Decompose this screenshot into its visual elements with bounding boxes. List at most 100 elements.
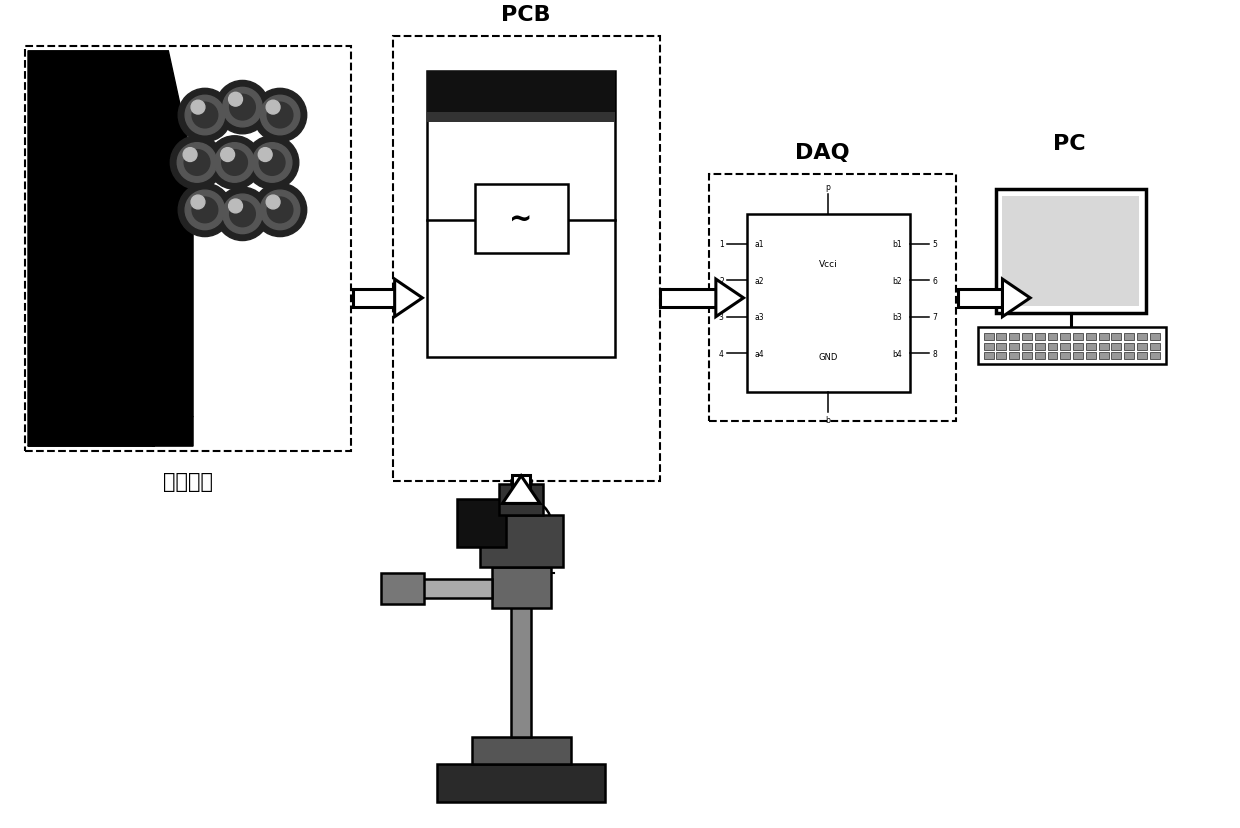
- Circle shape: [221, 148, 234, 162]
- Circle shape: [260, 96, 300, 136]
- Circle shape: [177, 143, 217, 183]
- Circle shape: [215, 143, 254, 183]
- Bar: [997, 334, 1007, 341]
- Bar: [1099, 353, 1109, 359]
- Bar: [983, 353, 993, 359]
- Polygon shape: [1002, 280, 1030, 317]
- Circle shape: [179, 89, 232, 142]
- Bar: [1035, 353, 1044, 359]
- Bar: [456, 500, 506, 547]
- Text: GND: GND: [818, 352, 838, 361]
- Bar: [184, 51, 346, 446]
- Circle shape: [184, 148, 197, 162]
- Circle shape: [516, 516, 536, 536]
- Text: Vcci: Vcci: [818, 260, 837, 269]
- Bar: [746, 214, 910, 392]
- Bar: [1149, 344, 1159, 350]
- Bar: [1002, 197, 1138, 306]
- Bar: [1086, 344, 1096, 350]
- Text: 棒束通道: 棒束通道: [164, 471, 213, 491]
- Circle shape: [267, 103, 293, 128]
- Circle shape: [253, 89, 306, 142]
- Polygon shape: [1033, 331, 1109, 347]
- Bar: [500, 484, 543, 516]
- Bar: [1035, 334, 1044, 341]
- Circle shape: [185, 151, 210, 176]
- Text: 8: 8: [932, 349, 937, 359]
- Text: ~: ~: [510, 205, 533, 233]
- Text: p: p: [826, 183, 831, 192]
- Bar: [996, 190, 1146, 313]
- Bar: [1125, 344, 1135, 350]
- Bar: [1073, 344, 1083, 350]
- Text: b2: b2: [892, 277, 901, 285]
- Circle shape: [258, 148, 272, 162]
- Text: 3: 3: [719, 313, 724, 322]
- Bar: [1048, 353, 1058, 359]
- Circle shape: [229, 95, 255, 121]
- Bar: [25, 47, 351, 451]
- Bar: [1086, 353, 1096, 359]
- Text: DAQ: DAQ: [795, 143, 849, 163]
- Circle shape: [191, 101, 205, 115]
- Bar: [512, 475, 529, 503]
- Text: 4: 4: [719, 349, 724, 359]
- Bar: [1149, 353, 1159, 359]
- Text: 5: 5: [932, 240, 937, 248]
- Circle shape: [222, 151, 248, 176]
- Circle shape: [185, 191, 224, 230]
- Circle shape: [192, 103, 218, 128]
- Circle shape: [260, 191, 300, 230]
- Bar: [997, 353, 1007, 359]
- Bar: [1073, 334, 1083, 341]
- Bar: [480, 516, 563, 567]
- Bar: [353, 290, 394, 307]
- Circle shape: [267, 196, 280, 209]
- Circle shape: [208, 137, 262, 190]
- Text: 6: 6: [932, 277, 937, 285]
- Circle shape: [267, 198, 293, 224]
- Circle shape: [228, 200, 243, 214]
- Bar: [1073, 353, 1083, 359]
- Bar: [1022, 353, 1032, 359]
- Circle shape: [253, 143, 291, 183]
- Bar: [423, 579, 491, 599]
- Text: a4: a4: [754, 349, 764, 359]
- Bar: [1137, 353, 1147, 359]
- Bar: [1099, 334, 1109, 341]
- Bar: [1048, 334, 1058, 341]
- Bar: [1099, 344, 1109, 350]
- Bar: [1022, 344, 1032, 350]
- Text: 2: 2: [719, 277, 724, 285]
- Bar: [1137, 344, 1147, 350]
- Bar: [1111, 344, 1121, 350]
- Circle shape: [223, 195, 262, 234]
- Bar: [959, 290, 1002, 307]
- Text: PCB: PCB: [501, 5, 551, 25]
- Bar: [428, 71, 615, 358]
- Bar: [1137, 334, 1147, 341]
- Bar: [983, 334, 993, 341]
- Bar: [491, 567, 551, 609]
- Circle shape: [267, 101, 280, 115]
- Bar: [438, 764, 605, 802]
- Bar: [1060, 334, 1070, 341]
- Bar: [1111, 334, 1121, 341]
- Text: PC: PC: [1053, 133, 1086, 153]
- Bar: [471, 737, 570, 764]
- Text: b4: b4: [892, 349, 901, 359]
- Bar: [1060, 344, 1070, 350]
- Circle shape: [229, 202, 255, 228]
- Bar: [1125, 334, 1135, 341]
- Bar: [1035, 344, 1044, 350]
- Bar: [428, 71, 615, 113]
- Polygon shape: [29, 51, 193, 446]
- Text: b1: b1: [892, 240, 901, 248]
- Bar: [511, 480, 531, 737]
- Bar: [1125, 353, 1135, 359]
- Circle shape: [228, 94, 243, 107]
- Bar: [1009, 334, 1019, 341]
- Text: a2: a2: [754, 277, 764, 285]
- Bar: [1009, 353, 1019, 359]
- Polygon shape: [502, 476, 539, 503]
